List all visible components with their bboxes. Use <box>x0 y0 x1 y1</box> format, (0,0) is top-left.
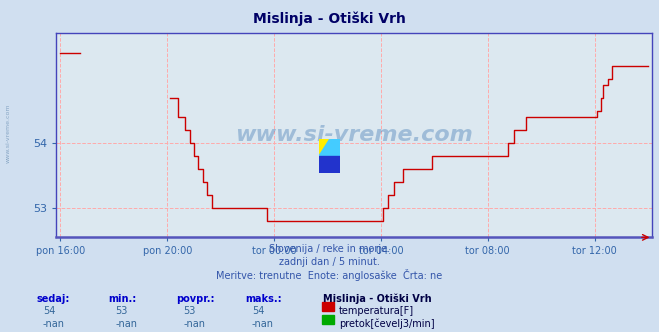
Text: Mislinja - Otiški Vrh: Mislinja - Otiški Vrh <box>253 12 406 26</box>
Text: -nan: -nan <box>252 319 273 329</box>
Text: min.:: min.: <box>109 294 137 304</box>
Text: Slovenija / reke in morje.: Slovenija / reke in morje. <box>269 244 390 254</box>
Text: zadnji dan / 5 minut.: zadnji dan / 5 minut. <box>279 257 380 267</box>
Polygon shape <box>319 156 340 173</box>
Text: temperatura[F]: temperatura[F] <box>339 306 414 316</box>
Polygon shape <box>319 139 330 156</box>
Text: sedaj:: sedaj: <box>36 294 70 304</box>
Text: maks.:: maks.: <box>245 294 282 304</box>
Text: 53: 53 <box>183 306 196 316</box>
Text: pretok[čevelj3/min]: pretok[čevelj3/min] <box>339 319 434 329</box>
Text: Mislinja - Otiški Vrh: Mislinja - Otiški Vrh <box>323 294 432 304</box>
Text: -nan: -nan <box>115 319 137 329</box>
Text: Meritve: trenutne  Enote: anglosaške  Črta: ne: Meritve: trenutne Enote: anglosaške Črta… <box>216 269 443 281</box>
Text: www.si-vreme.com: www.si-vreme.com <box>235 125 473 145</box>
Polygon shape <box>330 139 340 156</box>
Text: 54: 54 <box>43 306 55 316</box>
Polygon shape <box>319 139 340 156</box>
Text: -nan: -nan <box>183 319 205 329</box>
Text: povpr.:: povpr.: <box>177 294 215 304</box>
Text: 53: 53 <box>115 306 128 316</box>
Text: www.si-vreme.com: www.si-vreme.com <box>5 103 11 163</box>
Text: 54: 54 <box>252 306 264 316</box>
Text: -nan: -nan <box>43 319 65 329</box>
